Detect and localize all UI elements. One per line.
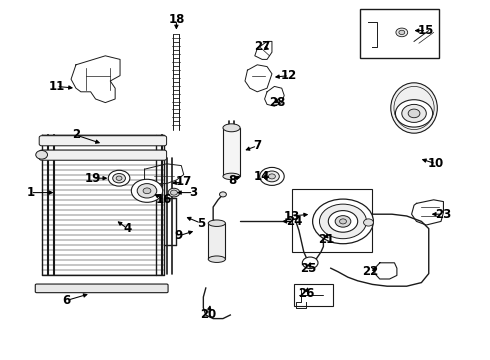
Ellipse shape bbox=[208, 256, 225, 262]
Circle shape bbox=[399, 30, 405, 35]
Circle shape bbox=[171, 190, 177, 195]
Text: 3: 3 bbox=[190, 186, 197, 199]
Text: 13: 13 bbox=[283, 210, 300, 222]
Circle shape bbox=[402, 104, 426, 122]
Bar bbox=[223, 128, 240, 176]
Text: 25: 25 bbox=[300, 262, 317, 275]
FancyBboxPatch shape bbox=[39, 136, 167, 146]
Bar bbox=[294, 284, 333, 306]
Circle shape bbox=[36, 150, 48, 159]
Circle shape bbox=[265, 171, 279, 182]
Circle shape bbox=[137, 184, 157, 198]
Text: 5: 5 bbox=[197, 217, 205, 230]
Circle shape bbox=[328, 211, 358, 232]
Text: 12: 12 bbox=[281, 69, 297, 82]
FancyBboxPatch shape bbox=[35, 284, 168, 293]
Circle shape bbox=[116, 176, 122, 180]
Text: 10: 10 bbox=[428, 157, 444, 170]
Text: 18: 18 bbox=[168, 13, 185, 26]
Bar bbox=[208, 223, 225, 259]
Circle shape bbox=[319, 204, 367, 239]
Circle shape bbox=[302, 257, 318, 269]
Text: 8: 8 bbox=[229, 174, 237, 186]
Circle shape bbox=[168, 188, 180, 197]
Bar bbox=[360, 9, 439, 58]
Text: 27: 27 bbox=[254, 40, 270, 53]
Ellipse shape bbox=[391, 83, 437, 133]
Text: 21: 21 bbox=[318, 233, 334, 246]
Circle shape bbox=[364, 219, 373, 226]
Circle shape bbox=[143, 188, 151, 194]
Ellipse shape bbox=[220, 192, 226, 197]
Text: 20: 20 bbox=[200, 309, 217, 321]
Text: 24: 24 bbox=[286, 215, 302, 228]
Text: 15: 15 bbox=[418, 24, 435, 37]
Text: 1: 1 bbox=[26, 186, 34, 199]
FancyBboxPatch shape bbox=[39, 150, 167, 160]
Text: 9: 9 bbox=[175, 229, 183, 242]
Circle shape bbox=[396, 28, 408, 37]
Text: 11: 11 bbox=[48, 80, 65, 93]
Text: 6: 6 bbox=[62, 294, 70, 307]
Text: 26: 26 bbox=[298, 287, 315, 300]
Circle shape bbox=[260, 167, 284, 185]
Text: 2: 2 bbox=[72, 129, 80, 141]
Bar bbox=[292, 189, 372, 252]
Circle shape bbox=[313, 199, 373, 244]
Text: 28: 28 bbox=[269, 96, 285, 109]
Text: 22: 22 bbox=[362, 265, 378, 278]
Circle shape bbox=[108, 170, 130, 186]
Text: 23: 23 bbox=[435, 208, 452, 221]
Text: 4: 4 bbox=[123, 222, 131, 235]
Circle shape bbox=[335, 216, 351, 227]
Text: 14: 14 bbox=[254, 170, 270, 183]
Ellipse shape bbox=[223, 124, 240, 132]
Circle shape bbox=[269, 174, 275, 179]
Circle shape bbox=[113, 174, 125, 183]
Circle shape bbox=[340, 219, 346, 224]
Circle shape bbox=[408, 109, 420, 118]
Text: 7: 7 bbox=[253, 139, 261, 152]
Ellipse shape bbox=[223, 173, 240, 180]
Circle shape bbox=[131, 179, 163, 202]
Ellipse shape bbox=[208, 220, 225, 226]
Text: 17: 17 bbox=[175, 175, 192, 188]
Text: 19: 19 bbox=[85, 172, 101, 185]
Circle shape bbox=[395, 100, 433, 127]
Text: 16: 16 bbox=[156, 193, 172, 206]
